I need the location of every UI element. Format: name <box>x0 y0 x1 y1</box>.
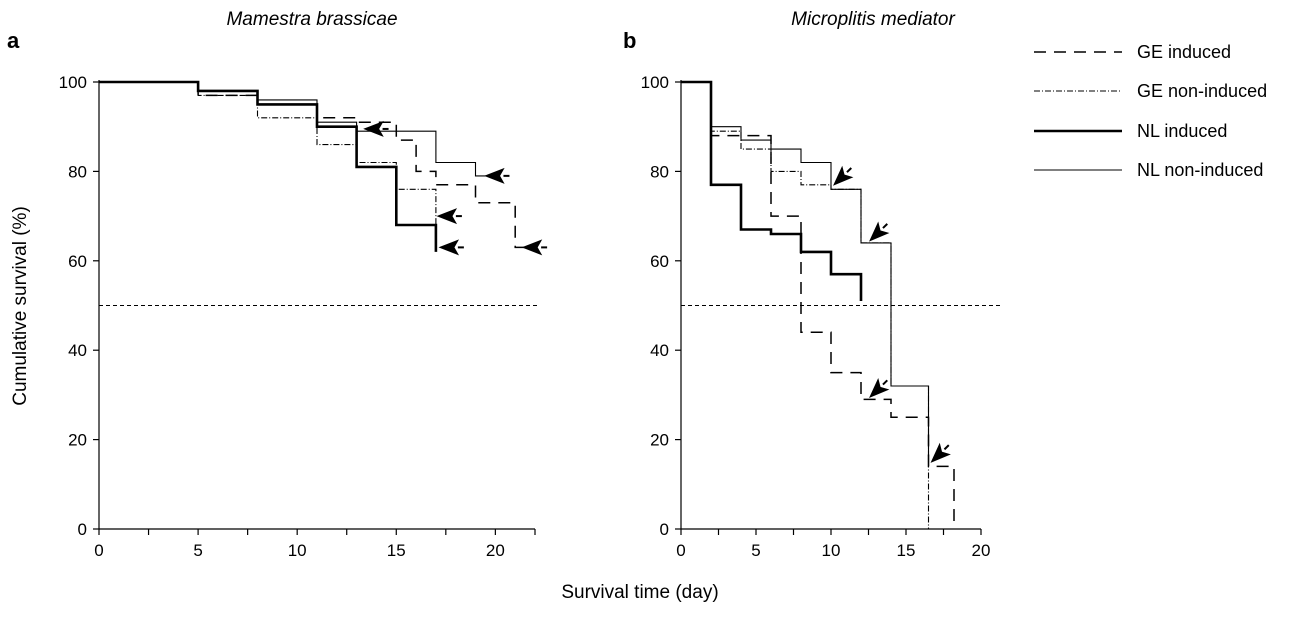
legend-label: GE induced <box>1137 42 1231 62</box>
x-tick-label: 5 <box>751 541 760 560</box>
censor-arrow-tail <box>882 223 888 229</box>
legend-item: NL non-induced <box>1034 160 1263 180</box>
x-tick-label: 20 <box>972 541 991 560</box>
series-line-ge-induced <box>681 81 955 529</box>
y-tick-label: 0 <box>660 520 669 539</box>
censor-arrow <box>438 239 464 256</box>
series-line-ge-non-induced <box>99 81 437 248</box>
censor-arrow-head <box>438 239 460 256</box>
censor-arrow <box>930 442 951 463</box>
censor-arrow-head <box>484 167 505 184</box>
series-line-nl-non-induced <box>681 81 930 462</box>
legend-label: NL induced <box>1137 121 1227 141</box>
censor-arrow-head <box>521 239 543 256</box>
panel-title: Microplitis mediator <box>791 9 955 30</box>
panel-b: b Microplitis mediator 0 20 40 60 80 100 0 5 10 15 2… <box>623 9 1003 560</box>
censor-arrow-head <box>363 120 384 137</box>
censor-arrow-tail <box>882 379 888 386</box>
y-tick-label: 20 <box>68 431 87 450</box>
legend-label: GE non-induced <box>1137 81 1267 101</box>
censor-arrow <box>484 167 510 184</box>
y-tick-label: 60 <box>68 252 87 271</box>
censor-arrow-head <box>930 442 951 463</box>
y-tick-label: 40 <box>68 341 87 360</box>
panel-label: b <box>623 28 636 53</box>
series-line-ge-induced <box>99 81 528 249</box>
censor-arrow-head <box>869 221 890 242</box>
series-line-nl-non-induced <box>99 81 490 177</box>
y-tick-label: 80 <box>650 162 669 181</box>
series-line-nl-induced <box>681 80 863 301</box>
censor-arrow-head <box>436 208 458 225</box>
censor-arrow <box>869 221 890 242</box>
censor-arrow <box>521 239 548 256</box>
censor-arrow-tail <box>846 167 852 173</box>
y-tick-label: 60 <box>650 252 669 271</box>
y-tick-label: 100 <box>59 73 87 92</box>
legend-item: NL induced <box>1034 121 1227 141</box>
censor-arrow <box>436 208 462 225</box>
legend: GE induced GE non-induced NL induced NL non… <box>1034 42 1267 180</box>
panel-label: a <box>7 28 20 53</box>
legend-item: GE non-induced <box>1034 81 1267 101</box>
x-tick-label: 15 <box>897 541 916 560</box>
y-tick-label: 100 <box>641 73 669 92</box>
censor-arrow <box>363 120 389 137</box>
censor-arrow <box>869 378 890 399</box>
x-tick-label: 0 <box>676 541 685 560</box>
legend-label: NL non-induced <box>1137 160 1263 180</box>
panel-title: Mamestra brassicae <box>226 9 397 30</box>
y-tick-label: 80 <box>68 162 87 181</box>
x-tick-label: 0 <box>94 541 103 560</box>
legend-item: GE induced <box>1034 42 1231 62</box>
x-tick-label: 15 <box>387 541 406 560</box>
x-tick-label: 20 <box>486 541 505 560</box>
x-tick-label: 5 <box>193 541 202 560</box>
panel-a: a Mamestra brassicae 0 20 40 60 80 100 0 5 10 15 20 <box>7 9 548 560</box>
censor-arrow-tail <box>943 444 950 451</box>
censor-arrow-head <box>833 165 854 186</box>
x-tick-label: 10 <box>822 541 841 560</box>
y-tick-label: 20 <box>650 431 669 450</box>
y-tick-label: 0 <box>78 520 87 539</box>
censor-arrow-head <box>869 378 890 399</box>
censor-arrow <box>833 165 854 186</box>
y-tick-label: 40 <box>650 341 669 360</box>
series-line-nl-induced <box>99 80 438 252</box>
x-axis-label: Survival time (day) <box>561 582 718 603</box>
y-axis-label: Cumulative survival (%) <box>10 206 31 406</box>
x-tick-label: 10 <box>288 541 307 560</box>
